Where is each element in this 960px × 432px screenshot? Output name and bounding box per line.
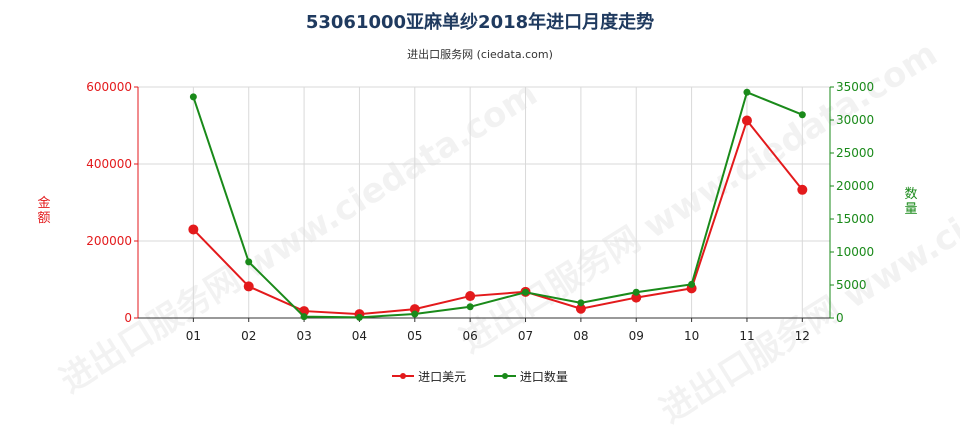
legend-label-quantity: 进口数量 bbox=[519, 369, 568, 384]
chart-subtitle: 进出口服务网 (ciedata.com) bbox=[407, 48, 553, 61]
x-tick-label: 07 bbox=[518, 329, 533, 343]
data-point-quantity[interactable] bbox=[189, 93, 197, 101]
data-point-usd[interactable] bbox=[631, 292, 642, 303]
chart-stage: 53061000亚麻单纱2018年进口月度走势 进出口服务网 (ciedata.… bbox=[0, 12, 960, 431]
y-axis-label-left: 金额 bbox=[37, 196, 51, 226]
x-tick-label: 06 bbox=[463, 329, 478, 343]
data-point-quantity[interactable] bbox=[632, 288, 640, 296]
x-tick-label: 05 bbox=[407, 329, 422, 343]
data-point-quantity[interactable] bbox=[798, 111, 806, 119]
x-tick-label: 04 bbox=[352, 329, 367, 343]
data-point-usd[interactable] bbox=[741, 115, 752, 126]
y-tick-label-right: 15000 bbox=[836, 212, 874, 226]
y-tick-label-right: 0 bbox=[836, 311, 844, 325]
chart-title: 53061000亚麻单纱2018年进口月度走势 bbox=[305, 12, 655, 33]
legend: 进口美元 进口数量 bbox=[0, 366, 960, 385]
y-axis-label-right: 数量 bbox=[904, 187, 918, 217]
y-tick-label-right: 20000 bbox=[836, 179, 874, 193]
data-point-usd[interactable] bbox=[797, 184, 808, 195]
data-point-quantity[interactable] bbox=[688, 280, 696, 288]
y-tick-label-left: 0 bbox=[124, 311, 132, 325]
data-point-quantity[interactable] bbox=[577, 299, 585, 307]
x-tick-label: 08 bbox=[573, 329, 588, 343]
y-tick-label-right: 5000 bbox=[836, 278, 867, 292]
data-point-usd[interactable] bbox=[188, 224, 199, 235]
x-tick-label: 03 bbox=[296, 329, 311, 343]
y-tick-label-left: 400000 bbox=[86, 157, 132, 171]
data-point-quantity[interactable] bbox=[466, 303, 474, 311]
legend-label-usd: 进口美元 bbox=[418, 369, 467, 384]
data-point-usd[interactable] bbox=[243, 281, 254, 292]
legend-swatch-quantity bbox=[493, 373, 516, 379]
legend-swatch-usd bbox=[392, 373, 415, 379]
x-tick-label: 12 bbox=[795, 329, 810, 343]
y-tick-label-right: 25000 bbox=[836, 146, 874, 160]
x-tick-label: 11 bbox=[739, 329, 754, 343]
x-tick-label: 01 bbox=[186, 329, 201, 343]
legend-item-quantity[interactable]: 进口数量 bbox=[493, 368, 568, 385]
data-point-quantity[interactable] bbox=[245, 258, 253, 266]
x-tick-label: 09 bbox=[629, 329, 644, 343]
data-point-quantity[interactable] bbox=[743, 88, 751, 96]
x-tick-label: 02 bbox=[241, 329, 256, 343]
data-point-usd[interactable] bbox=[465, 291, 476, 302]
x-tick-label: 10 bbox=[684, 329, 699, 343]
data-point-quantity[interactable] bbox=[355, 313, 363, 321]
y-tick-label-right: 30000 bbox=[836, 113, 874, 127]
legend-item-usd[interactable]: 进口美元 bbox=[392, 368, 466, 385]
data-point-quantity[interactable] bbox=[411, 310, 419, 318]
y-tick-label-right: 35000 bbox=[836, 80, 874, 94]
y-tick-label-left: 200000 bbox=[86, 234, 132, 248]
chart-plot: 0 200000 400000 600000 0 5000 10000 15000 20000 2… bbox=[86, 80, 874, 343]
series-line-1 bbox=[192, 90, 803, 319]
data-point-quantity[interactable] bbox=[522, 288, 530, 296]
data-point-usd[interactable] bbox=[575, 303, 586, 314]
y-tick-label-right: 10000 bbox=[836, 245, 874, 259]
data-point-quantity[interactable] bbox=[300, 313, 308, 321]
y-tick-label-left: 600000 bbox=[86, 80, 132, 94]
